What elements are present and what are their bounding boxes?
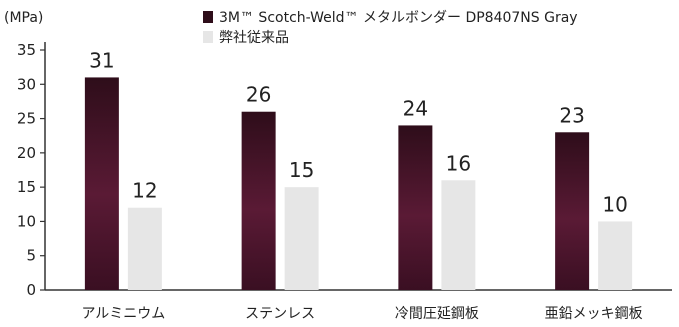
y-tick-label: 15 <box>17 178 36 196</box>
y-axis-unit-label: (MPa) <box>4 10 43 26</box>
y-tick-label: 20 <box>17 144 36 162</box>
bars <box>84 77 633 290</box>
data-value-label: 26 <box>246 83 271 107</box>
y-tick-label: 35 <box>17 41 36 59</box>
data-value-label: 15 <box>289 158 314 182</box>
bar-conventional <box>284 187 319 290</box>
data-value-label: 12 <box>132 179 157 203</box>
bar-conventional <box>598 221 633 290</box>
y-tick-label: 25 <box>17 110 36 128</box>
data-value-label: 16 <box>446 151 471 175</box>
y-tick-label: 10 <box>17 212 36 230</box>
x-category-label: ステンレス <box>245 306 315 322</box>
bar-conventional <box>441 180 476 290</box>
legend: 3M™ Scotch-Weld™ メタルボンダー DP8407NS Gray 弊社… <box>203 10 578 46</box>
legend-label-dp8407ns: 3M™ Scotch-Weld™ メタルボンダー DP8407NS Gray <box>219 10 578 26</box>
legend-label-conventional: 弊社従来品 <box>219 30 289 46</box>
bar-dp8407ns <box>398 125 433 290</box>
x-category-label: アルミニウム <box>81 306 165 322</box>
y-tick-label: 5 <box>26 247 36 265</box>
axes: (MPa) 0 5 10 15 20 25 30 35 <box>4 10 672 299</box>
x-category-label: 冷間圧延鋼板 <box>395 306 479 322</box>
legend-swatch-conventional <box>203 31 213 43</box>
bar-conventional <box>127 207 162 290</box>
y-tick-label: 0 <box>26 281 36 299</box>
data-value-label: 10 <box>602 192 627 216</box>
bar-dp8407ns <box>241 111 276 290</box>
data-value-label: 24 <box>403 96 428 120</box>
legend-swatch-dp8407ns <box>203 11 213 23</box>
y-tick-label: 30 <box>17 75 36 93</box>
bar-dp8407ns <box>555 132 590 290</box>
labels: アルミニウム 31 12 ステンレス 26 15 冷間圧延鋼板 24 16 亜鉛メッキ鋼板 23 10 <box>81 48 642 322</box>
bar-dp8407ns <box>84 77 119 290</box>
data-value-label: 23 <box>559 103 584 127</box>
x-category-label: 亜鉛メッキ鋼板 <box>545 306 643 322</box>
data-value-label: 31 <box>89 48 114 72</box>
